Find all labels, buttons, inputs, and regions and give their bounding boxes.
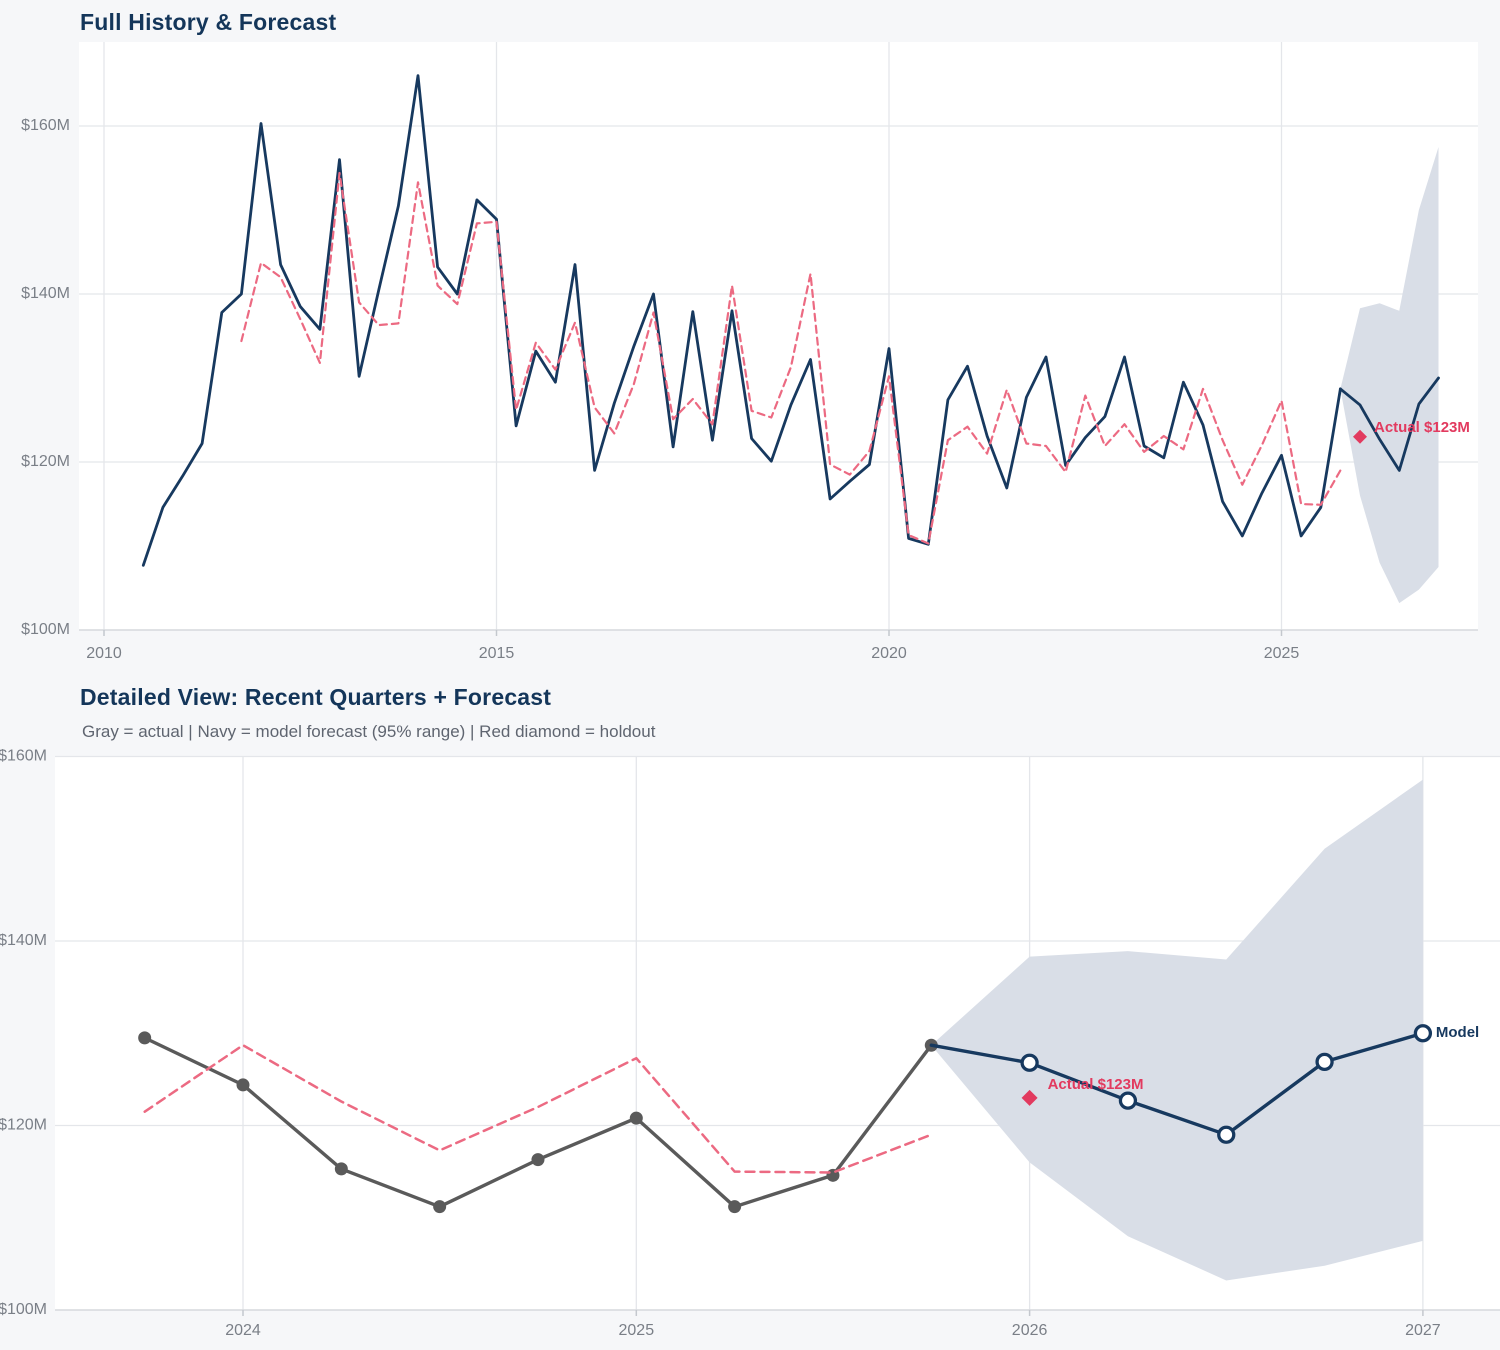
model-forecast-line xyxy=(929,1031,1425,1137)
actual-point xyxy=(728,1200,742,1214)
holdout-annotation-label: Actual $123M xyxy=(1048,1076,1144,1093)
benchmark-dashed-line xyxy=(143,1043,933,1174)
y-tick-label: $140M xyxy=(0,932,47,949)
top-chart-title: Full History & Forecast xyxy=(80,9,337,35)
forecast-band xyxy=(931,779,1423,1281)
y-tick-label: $140M xyxy=(21,285,70,302)
forecast-point xyxy=(1217,1125,1236,1144)
x-tick-label: 2020 xyxy=(871,645,907,662)
bottom-chart-title: Detailed View: Recent Quarters + Forecas… xyxy=(80,684,552,710)
x-tick-label: 2027 xyxy=(1405,1322,1441,1339)
bottom-chart-subtitle: Gray = actual | Navy = model forecast (9… xyxy=(82,722,656,741)
forecast-band xyxy=(1340,147,1439,604)
y-tick-label: $120M xyxy=(0,1117,47,1134)
actual-point xyxy=(138,1031,152,1045)
holdout-annotation-label: Actual $123M xyxy=(1374,419,1470,436)
forecast-point xyxy=(1118,1091,1138,1110)
x-tick-label: 2026 xyxy=(1012,1322,1048,1339)
detailed-view-chart: Model Actual $123M $160M $140M $120M $100M 202… xyxy=(0,748,1500,1339)
x-tick-label: 2024 xyxy=(225,1322,261,1339)
full-history-chart: Actual $123M $160M $140M $120M $100M 2010 2015… xyxy=(21,42,1478,662)
y-tick-label: $100M xyxy=(0,1301,47,1318)
actual-point xyxy=(531,1153,545,1167)
model-label: Model xyxy=(1436,1024,1479,1041)
y-tick-label: $160M xyxy=(21,117,70,134)
holdout-diamond xyxy=(1021,1089,1038,1106)
forecast-point xyxy=(1020,1053,1039,1072)
actual-point xyxy=(433,1200,447,1214)
forecast-point xyxy=(1315,1052,1334,1071)
actual-point xyxy=(334,1162,348,1176)
x-tick-label: 2025 xyxy=(619,1322,655,1339)
y-tick-label: $100M xyxy=(21,621,70,638)
actual-point xyxy=(629,1111,643,1125)
forecast-point xyxy=(1413,1024,1433,1043)
x-tick-label: 2025 xyxy=(1264,645,1300,662)
holdout-diamond xyxy=(1353,429,1367,444)
y-tick-label: $160M xyxy=(0,748,47,765)
benchmark-dashed-line xyxy=(240,171,1342,545)
plot-area xyxy=(79,42,1478,630)
model-forecast-line xyxy=(1339,376,1440,472)
y-tick-label: $120M xyxy=(21,453,70,470)
x-tick-label: 2015 xyxy=(479,645,515,662)
x-tick-label: 2010 xyxy=(86,645,122,662)
actual-point xyxy=(236,1078,250,1092)
